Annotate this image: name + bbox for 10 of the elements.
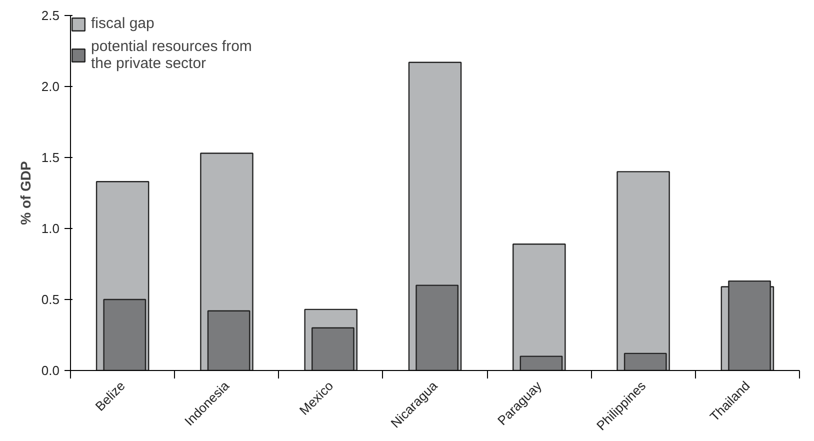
y-tick-label: 1.0 (41, 221, 60, 236)
legend-label: fiscal gap (91, 15, 154, 32)
legend-label: potential resources from the private sector (91, 38, 252, 72)
y-tick-label: 1.5 (41, 150, 60, 165)
y-tick-label: 0.0 (41, 363, 60, 378)
y-tick-label: 2.0 (41, 79, 60, 94)
bar (616, 171, 670, 370)
y-tick-label: 2.5 (41, 8, 60, 23)
y-axis-title: % of GDP (17, 161, 34, 225)
y-tick-label: 0.5 (41, 292, 60, 307)
